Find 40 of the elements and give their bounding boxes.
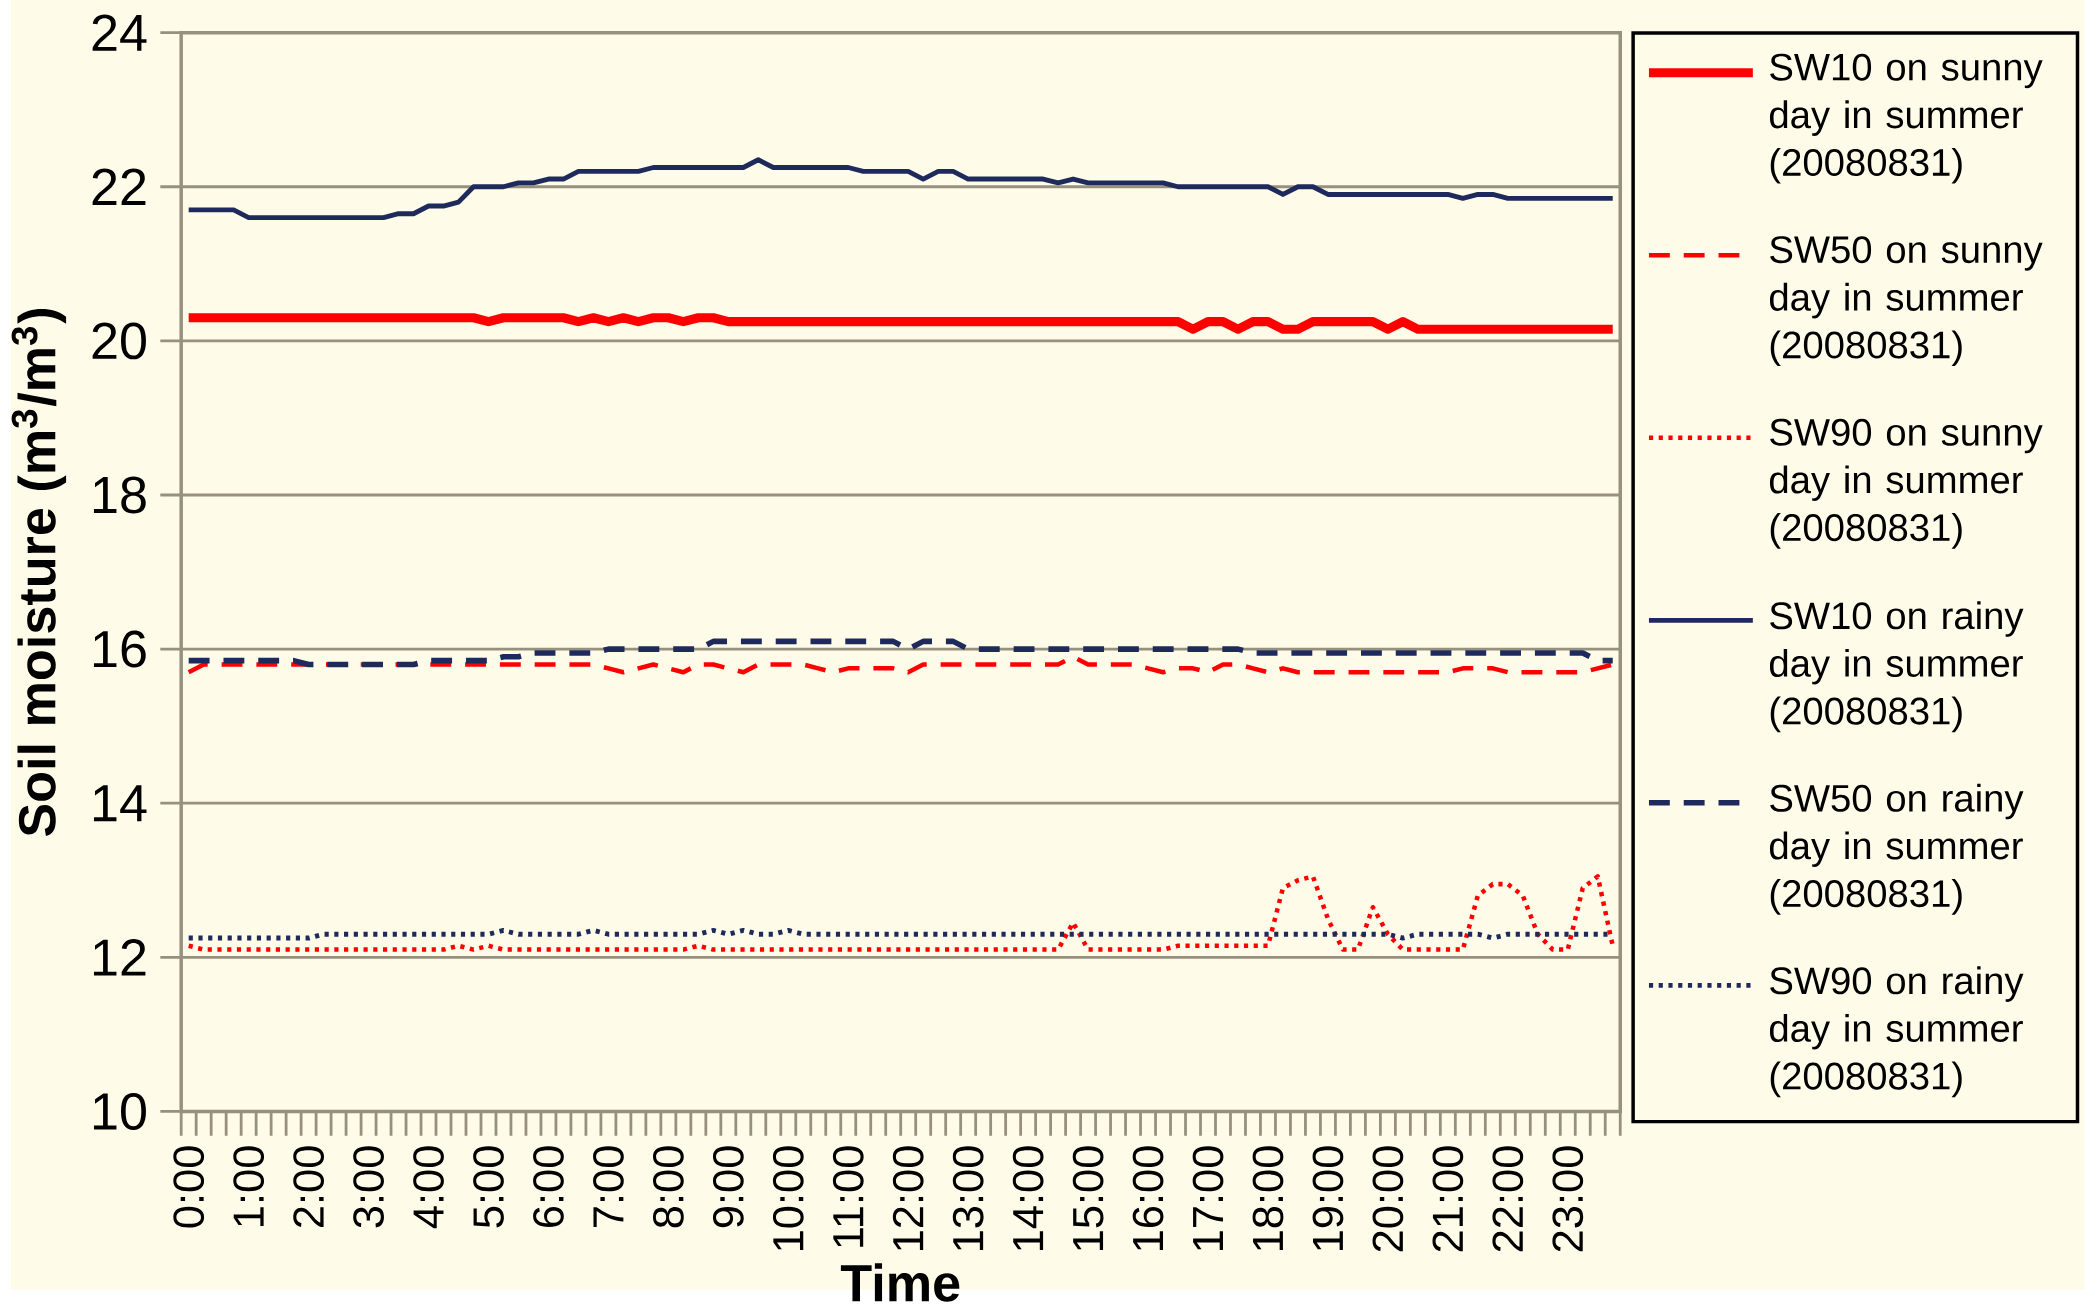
x-tick-label: 18:00 (1252, 1146, 1284, 1250)
x-tick-label: 1:00 (233, 1146, 265, 1226)
x-tick-label: 12:00 (892, 1146, 924, 1250)
x-tick-label: 15:00 (1072, 1146, 1104, 1250)
y-tick-label: 18 (93, 476, 146, 514)
legend-label: SW50 on sunny day in summer (20080831) (1769, 236, 2043, 366)
x-axis-title: Time (840, 1263, 960, 1302)
x-tick-label: 6:00 (533, 1146, 564, 1227)
x-tick-label: 14:00 (1012, 1146, 1044, 1250)
legend-label: SW90 on sunny day in summer (20080831) (1769, 418, 2043, 549)
y-tick-label: 10 (93, 1092, 146, 1130)
y-tick-label: 22 (92, 168, 146, 205)
x-tick-label: 10:00 (772, 1146, 804, 1250)
x-tick-label: 17:00 (1192, 1146, 1224, 1250)
x-tick-label: 20:00 (1372, 1146, 1404, 1252)
x-tick-label: 3:00 (353, 1146, 384, 1228)
x-tick-label: 13:00 (952, 1146, 984, 1250)
legend-label: SW90 on rainy day in summer (20080831) (1769, 966, 2024, 1098)
x-tick-label: 22:00 (1492, 1146, 1524, 1252)
x-tick-label: 2:00 (293, 1146, 324, 1227)
x-tick-label: 19:00 (1312, 1146, 1344, 1250)
y-tick-label: 24 (92, 14, 147, 51)
y-tick-label: 20 (92, 322, 146, 360)
x-tick-label: 4:00 (413, 1146, 444, 1229)
legend-label: SW10 on rainy day in summer (20080831) (1769, 601, 2024, 733)
x-tick-label: 5:00 (473, 1146, 504, 1228)
x-tick-label: 9:00 (712, 1146, 744, 1228)
x-tick-label: 16:00 (1132, 1146, 1164, 1250)
x-tick-label: 23:00 (1552, 1146, 1584, 1252)
x-tick-label: 7:00 (593, 1146, 624, 1227)
legend-label: SW10 on sunny day in summer (20080831) (1769, 53, 2043, 184)
y-tick-label: 14 (93, 785, 147, 822)
x-tick-label: 8:00 (653, 1146, 684, 1228)
x-tick-label: 0:00 (173, 1146, 205, 1228)
x-tick-label: 21:00 (1432, 1146, 1464, 1252)
x-tick-label: 11:00 (832, 1146, 864, 1247)
y-tick-label: 12 (93, 938, 146, 976)
y-tick-label: 16 (93, 630, 146, 668)
y-axis-title: Soil moisture (m$^{3}$/m$^{3}$) (11, 308, 67, 836)
legend-label: SW50 on rainy day in summer (20080831) (1769, 783, 2024, 915)
